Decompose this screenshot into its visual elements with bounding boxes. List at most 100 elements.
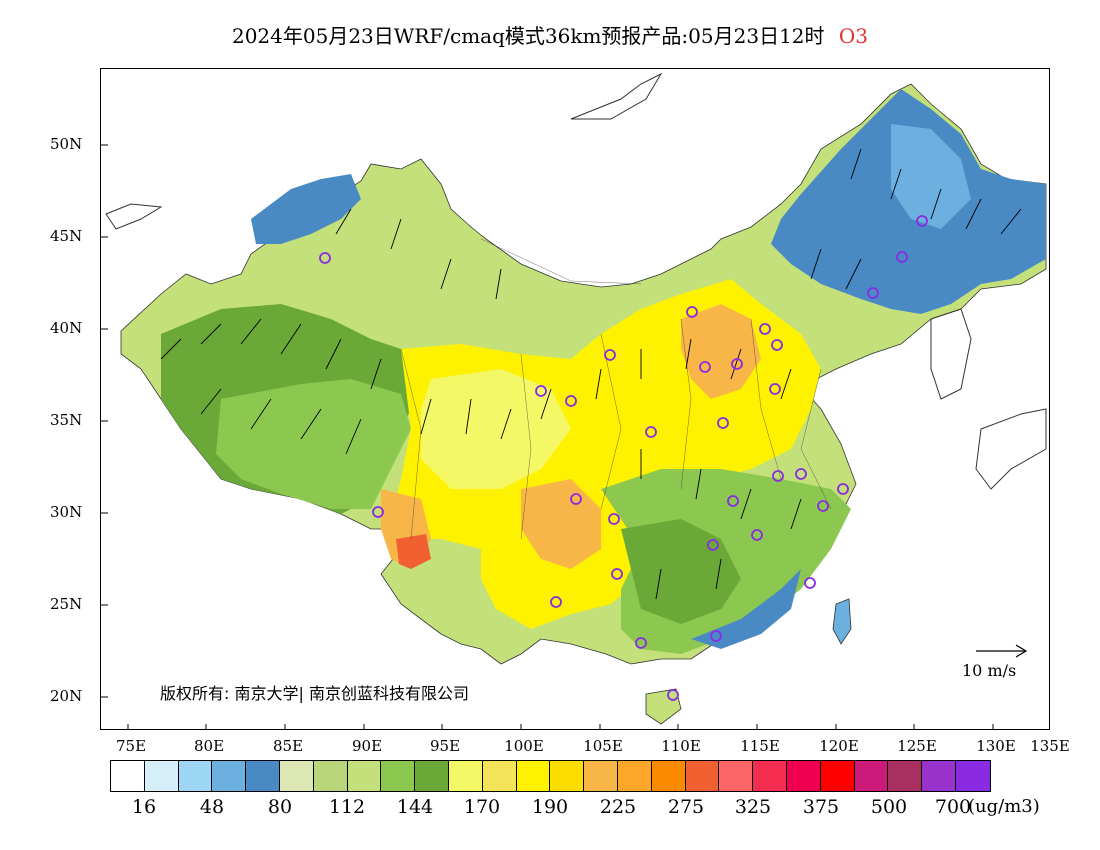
- station-markers: [319, 215, 928, 701]
- legend-swatch: [786, 761, 821, 791]
- map-canvas: [101, 72, 1047, 729]
- map-title: 2024年05月23日WRF/cmaq模式36km预报产品:05月23日12时 …: [0, 20, 1100, 49]
- legend-unit: (ug/m3): [968, 796, 1040, 817]
- legend-swatch: [753, 761, 787, 791]
- legend-swatch: [448, 761, 483, 791]
- taiwan-island: [832, 598, 852, 645]
- legend-label: 325: [734, 796, 772, 818]
- map-panel[interactable]: [100, 68, 1050, 730]
- lon-label: 120E: [819, 737, 859, 755]
- kazakh-coast: [105, 203, 163, 230]
- legend-swatch: [922, 761, 956, 791]
- legend-swatch: [313, 761, 348, 791]
- lon-label: 115E: [740, 737, 780, 755]
- province-borders: [400, 238, 832, 540]
- station-marker: [707, 539, 719, 551]
- color-legend-bar: [110, 760, 991, 792]
- station-marker: [608, 513, 620, 525]
- wind-reference-label: 10 m/s: [962, 661, 1017, 680]
- station-marker: [570, 493, 582, 505]
- station-marker: [727, 495, 739, 507]
- axis-ticks: [101, 144, 994, 729]
- legend-swatch: [178, 761, 213, 791]
- lat-label: 50N: [50, 135, 83, 153]
- legend-label: 700: [934, 796, 972, 818]
- lat-label: 30N: [50, 503, 83, 521]
- legend-label: 500: [870, 796, 908, 818]
- station-marker: [635, 637, 647, 649]
- station-marker: [867, 287, 879, 299]
- legend-label: 190: [531, 796, 569, 818]
- legend-swatch: [617, 761, 652, 791]
- legend-label: 16: [131, 796, 157, 818]
- station-marker: [837, 483, 849, 495]
- lon-label: 90E: [351, 737, 383, 755]
- japan-coast: [975, 408, 1047, 490]
- lat-label: 40N: [50, 319, 83, 337]
- station-marker: [771, 339, 783, 351]
- station-marker: [710, 630, 722, 642]
- legend-swatch: [415, 761, 449, 791]
- wind-reference-arrow: [976, 644, 1028, 658]
- central-pale-yellow: [421, 369, 571, 489]
- wind-vectors: [160, 148, 1022, 600]
- legend-swatch: [516, 761, 551, 791]
- lat-label: 35N: [50, 411, 83, 429]
- legend-swatch: [111, 761, 145, 791]
- legend-swatch: [347, 761, 382, 791]
- lat-label: 45N: [50, 227, 83, 245]
- lat-label: 25N: [50, 595, 83, 613]
- legend-label: 112: [328, 796, 366, 818]
- station-marker: [795, 468, 807, 480]
- legend-swatch: [550, 761, 585, 791]
- station-marker: [565, 395, 577, 407]
- hainan-island: [645, 688, 682, 725]
- tibet-red-spot: [396, 534, 431, 569]
- station-marker: [817, 500, 829, 512]
- legend-swatch: [719, 761, 754, 791]
- station-marker: [611, 568, 623, 580]
- copyright-text: 版权所有: 南京大学| 南京创蓝科技有限公司: [160, 684, 469, 703]
- station-marker: [759, 323, 771, 335]
- legend-label: 144: [396, 796, 434, 818]
- legend-swatch: [246, 761, 280, 791]
- station-marker: [604, 349, 616, 361]
- station-marker: [916, 215, 928, 227]
- lon-label: 135E: [1030, 737, 1070, 755]
- legend-label: 275: [667, 796, 705, 818]
- station-marker: [667, 689, 679, 701]
- lon-label: 95E: [429, 737, 461, 755]
- station-marker: [686, 306, 698, 318]
- lon-label: 100E: [504, 737, 544, 755]
- legend-swatch: [651, 761, 686, 791]
- northwest-blue-region: [251, 174, 361, 244]
- pollutant-label: O3: [838, 24, 869, 48]
- legend-swatch: [888, 761, 923, 791]
- station-marker: [550, 596, 562, 608]
- legend-swatch: [381, 761, 416, 791]
- legend-label: 48: [199, 796, 225, 818]
- south-dark-green: [621, 519, 741, 624]
- lon-label: 105E: [583, 737, 623, 755]
- lon-label: 130E: [976, 737, 1016, 755]
- station-marker: [717, 417, 729, 429]
- station-marker: [645, 426, 657, 438]
- station-marker: [772, 470, 784, 482]
- legend-label: 170: [463, 796, 501, 818]
- station-marker: [372, 506, 384, 518]
- lon-label: 125E: [897, 737, 937, 755]
- northeast-light-blue: [891, 124, 971, 229]
- station-marker: [699, 361, 711, 373]
- title-text: 2024年05月23日WRF/cmaq模式36km预报产品:05月23日12时: [231, 24, 825, 48]
- lon-label: 110E: [661, 737, 701, 755]
- lon-label: 75E: [115, 737, 147, 755]
- lon-label: 80E: [193, 737, 225, 755]
- legend-swatch: [584, 761, 618, 791]
- legend-swatch: [482, 761, 517, 791]
- korea-coast: [930, 308, 972, 400]
- legend-swatch: [279, 761, 314, 791]
- legend-swatch: [212, 761, 247, 791]
- station-marker: [769, 383, 781, 395]
- legend-swatch: [854, 761, 889, 791]
- station-marker: [535, 385, 547, 397]
